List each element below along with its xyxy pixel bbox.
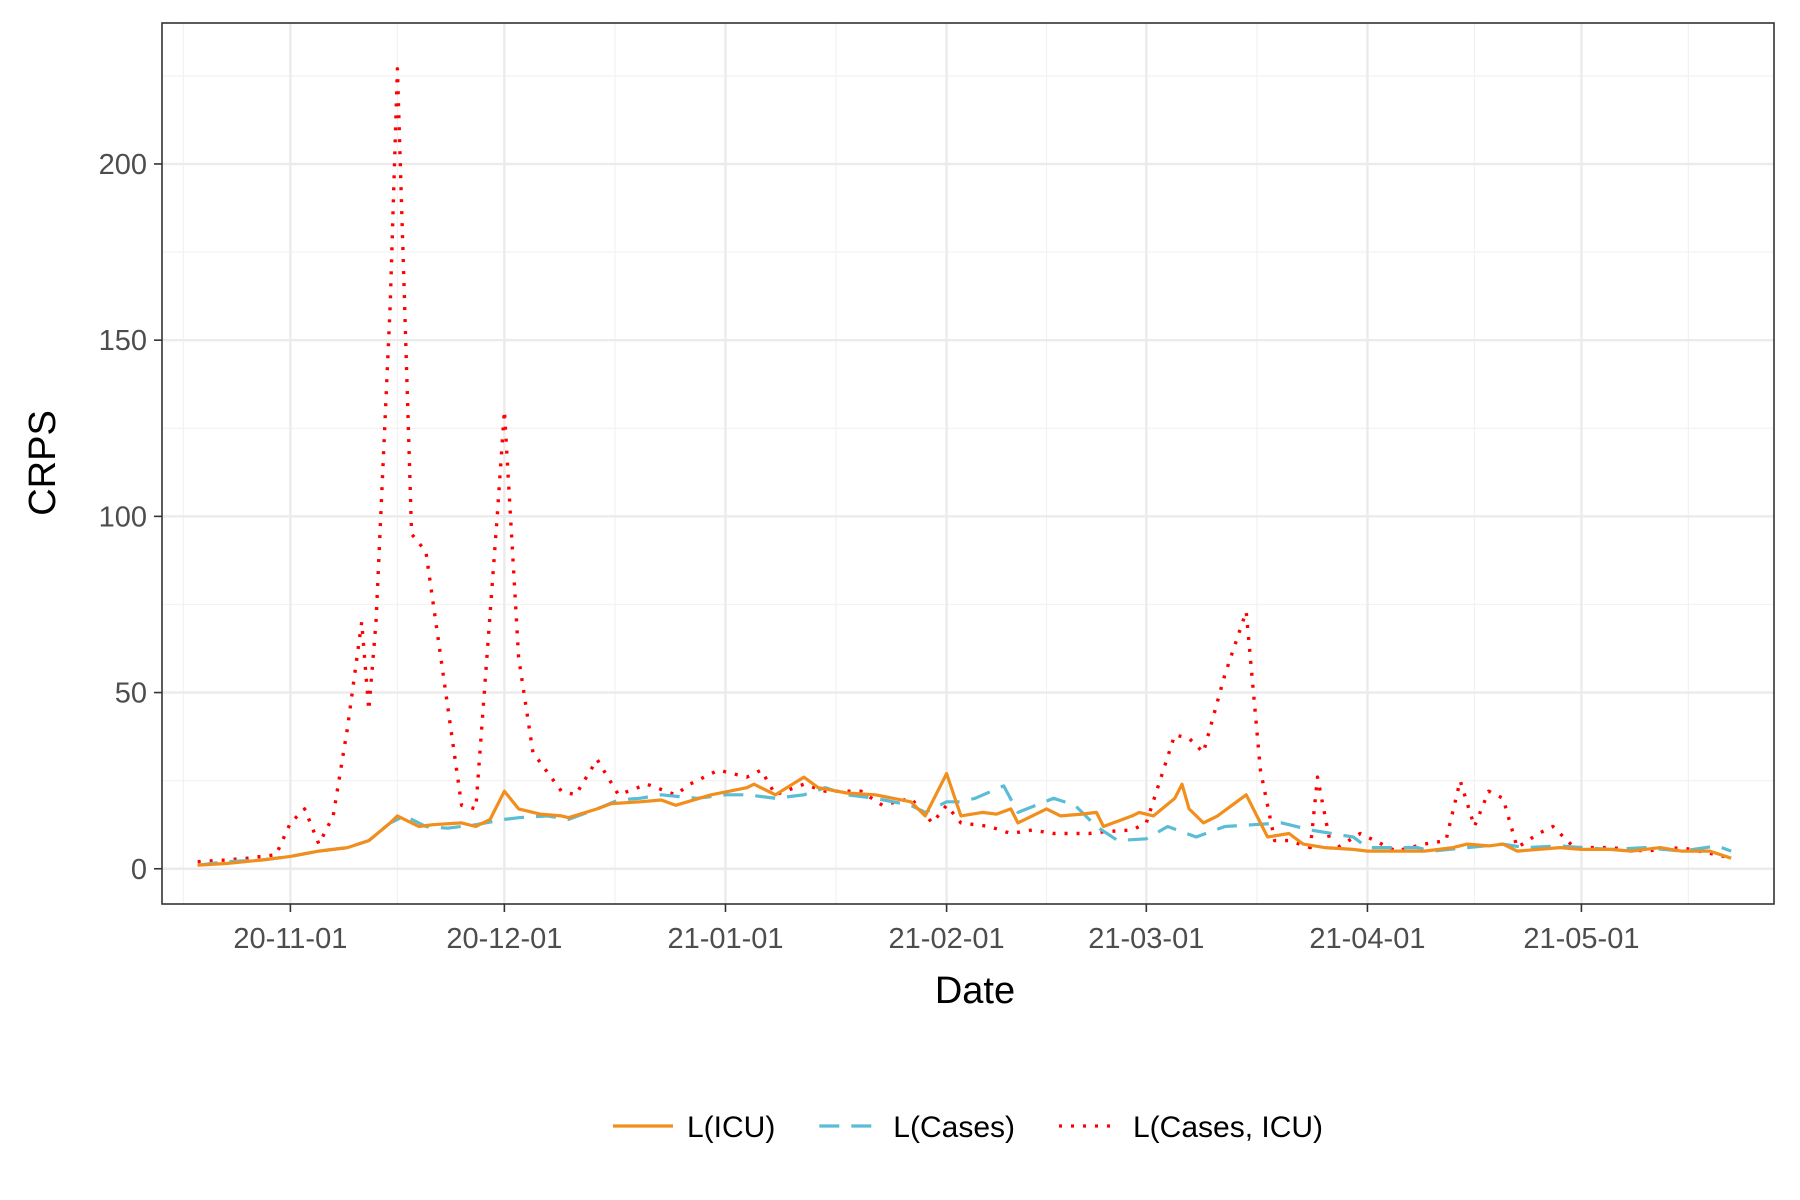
legend-item: L(ICU) bbox=[613, 1111, 775, 1144]
series-line-0 bbox=[197, 772, 1732, 867]
legend-label: L(Cases) bbox=[893, 1111, 1015, 1144]
x-tick-label: 21-05-01 bbox=[1523, 923, 1639, 955]
x-tick-label: 21-04-01 bbox=[1309, 923, 1425, 955]
y-tick-label: 0 bbox=[131, 854, 147, 886]
x-tick-label: 21-03-01 bbox=[1088, 923, 1204, 955]
y-axis-title: CRPS bbox=[22, 410, 64, 516]
x-tick-label: 21-01-01 bbox=[667, 923, 783, 955]
x-axis: 20-11-01 20-12-01 21-01-01 21-02-01 21-03-01… bbox=[233, 904, 1639, 955]
x-tick-label: 20-11-01 bbox=[233, 923, 347, 955]
x-axis-title: Date bbox=[935, 970, 1015, 1012]
legend-label: L(Cases, ICU) bbox=[1133, 1111, 1323, 1144]
legend-label: L(ICU) bbox=[687, 1111, 775, 1144]
series-layer bbox=[197, 67, 1732, 867]
panel-border bbox=[161, 22, 1775, 905]
y-tick-label: 200 bbox=[99, 149, 147, 181]
y-tick-label: 100 bbox=[99, 501, 147, 533]
minor-grid bbox=[162, 23, 1774, 904]
major-grid bbox=[162, 23, 1774, 904]
y-tick-label: 50 bbox=[115, 678, 147, 710]
x-tick-label: 21-02-01 bbox=[889, 923, 1005, 955]
legend-item: L(Cases) bbox=[819, 1111, 1015, 1144]
legend: L(ICU) L(Cases) L(Cases, ICU) bbox=[613, 1111, 1323, 1144]
y-axis: 0 50 100 150 200 bbox=[99, 149, 162, 886]
legend-item: L(Cases, ICU) bbox=[1059, 1111, 1323, 1144]
x-tick-label: 20-12-01 bbox=[446, 923, 562, 955]
series-line-1 bbox=[197, 784, 1732, 867]
y-tick-label: 150 bbox=[99, 325, 147, 357]
